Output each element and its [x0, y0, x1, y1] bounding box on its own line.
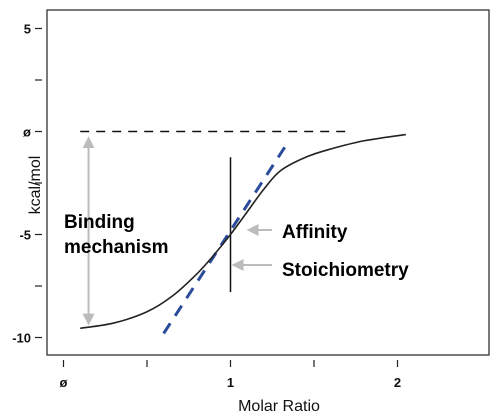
y-axis-label: kcal/mol — [27, 156, 44, 215]
binding-mechanism-label-line2: mechanism — [64, 237, 169, 258]
y-tick-label-0: 5 — [24, 22, 31, 37]
plot-frame — [46, 9, 490, 356]
y-tick-label-3: -10 — [12, 331, 31, 346]
slope-line — [162, 139, 291, 335]
x-tick-label-1: 1 — [227, 375, 234, 390]
x-axis-label: Molar Ratio — [238, 398, 320, 415]
y-tick-label-1: ø — [23, 125, 31, 140]
x-tick-label-0: ø — [60, 375, 68, 390]
reference-lines — [80, 130, 348, 335]
binding-mechanism-label-line1: Binding — [64, 212, 135, 233]
stoichiometry-label: Stoichiometry — [282, 260, 409, 281]
plot-border — [46, 9, 490, 356]
binding-isotherm-curve — [80, 133, 406, 330]
series-lines — [80, 133, 406, 330]
affinity-label: Affinity — [282, 222, 348, 243]
x-tick-label-2: 2 — [394, 375, 401, 390]
annotation-arrows — [82, 136, 272, 326]
axis-ticks: ø 1 2 5 ø -5 -10 — [12, 22, 401, 391]
y-tick-label-2: -5 — [19, 228, 31, 243]
